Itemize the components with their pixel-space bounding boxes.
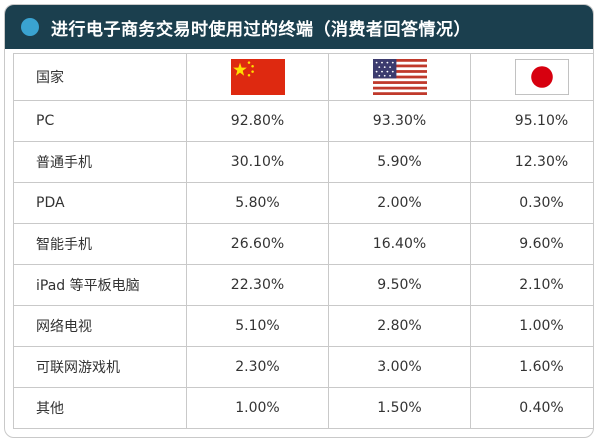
china-value: 26.60%	[186, 223, 329, 265]
table-row: 可联网游戏机 2.30% 3.00% 1.60%	[13, 346, 593, 388]
china-value: 5.10%	[186, 305, 329, 347]
bullet-dot-icon	[21, 18, 39, 36]
table-row: 其他 1.00% 1.50% 0.40%	[13, 387, 593, 429]
japan-value: 1.00%	[470, 305, 593, 347]
china-value: 30.10%	[186, 141, 329, 183]
usa-value: 1.50%	[328, 387, 471, 429]
japan-value: 9.60%	[470, 223, 593, 265]
usa-value: 2.80%	[328, 305, 471, 347]
survey-table: 国家	[13, 53, 593, 429]
usa-value: 2.00%	[328, 182, 471, 224]
japan-value: 0.40%	[470, 387, 593, 429]
table-header-bar: 进行电子商务交易时使用过的终端（消费者回答情况）	[5, 5, 593, 49]
china-flag-icon	[230, 59, 285, 95]
table-row: iPad 等平板电脑 22.30% 9.50% 2.10%	[13, 264, 593, 306]
flag-header-row: 国家	[13, 53, 593, 101]
usa-value: 3.00%	[328, 346, 471, 388]
usa-value: 9.50%	[328, 264, 471, 306]
japan-value: 12.30%	[470, 141, 593, 183]
row-label: 网络电视	[13, 305, 187, 347]
table-row: 网络电视 5.10% 2.80% 1.00%	[13, 305, 593, 347]
row-label: 普通手机	[13, 141, 187, 183]
japan-value: 0.30%	[470, 182, 593, 224]
row-label: PDA	[13, 182, 187, 224]
usa-value: 93.30%	[328, 100, 471, 142]
row-label: iPad 等平板电脑	[13, 264, 187, 306]
table-row: 普通手机 30.10% 5.90% 12.30%	[13, 141, 593, 183]
japan-value: 95.10%	[470, 100, 593, 142]
china-value: 5.80%	[186, 182, 329, 224]
row-label: 智能手机	[13, 223, 187, 265]
china-value: 22.30%	[186, 264, 329, 306]
table-row: PDA 5.80% 2.00% 0.30%	[13, 182, 593, 224]
china-value: 2.30%	[186, 346, 329, 388]
country-header-label: 国家	[13, 53, 187, 101]
table-row: 智能手机 26.60% 16.40% 9.60%	[13, 223, 593, 265]
usa-column-header	[328, 53, 471, 101]
china-value: 92.80%	[186, 100, 329, 142]
japan-value: 2.10%	[470, 264, 593, 306]
china-value: 1.00%	[186, 387, 329, 429]
row-label: PC	[13, 100, 187, 142]
row-label: 其他	[13, 387, 187, 429]
japan-flag-icon	[514, 59, 569, 95]
japan-column-header	[470, 53, 593, 101]
usa-value: 5.90%	[328, 141, 471, 183]
table-row: PC 92.80% 93.30% 95.10%	[13, 100, 593, 142]
japan-value: 1.60%	[470, 346, 593, 388]
table-card: 进行电子商务交易时使用过的终端（消费者回答情况） 国家	[4, 4, 594, 438]
row-label: 可联网游戏机	[13, 346, 187, 388]
usa-value: 16.40%	[328, 223, 471, 265]
table-title: 进行电子商务交易时使用过的终端（消费者回答情况）	[51, 19, 471, 40]
usa-flag-icon	[372, 59, 427, 95]
china-column-header	[186, 53, 329, 101]
